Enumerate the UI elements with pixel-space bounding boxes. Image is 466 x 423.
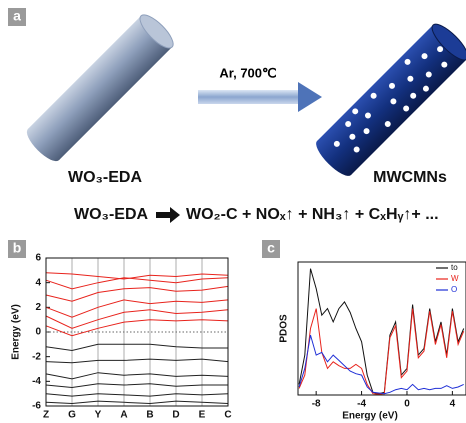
y-tick-label: -6 [32,401,41,412]
x-tick-label: C [224,410,231,421]
y-tick-label: 6 [35,253,41,264]
x-axis-label: Energy (eV) [342,411,398,422]
data-line [299,335,464,394]
equation-left: WO₃-EDA [74,206,149,223]
x-tick-label: 0 [404,399,410,410]
data-line [46,278,228,289]
y-tick-label: -2 [32,351,41,362]
panel-label: a [13,8,21,24]
precursor-tube [22,10,178,166]
x-tick-label: -8 [312,399,321,410]
panel-label: b [13,240,22,256]
data-line [46,310,228,329]
x-tick-label: -4 [357,399,366,410]
x-tick-label: B [146,410,153,421]
product-label: MWCMNs [373,169,447,186]
condition: Ar, 700℃ [219,65,276,80]
y-axis-label: PDOS [279,314,290,343]
plot-area [46,273,228,404]
data-line [46,384,228,388]
legend-label: O [451,285,457,294]
figure: a b c Ar, 700℃ WO₃-EDA MWCMNs WO₃-EDA WO… [0,0,466,423]
plot-area [299,269,464,395]
equation-arrow [156,207,180,223]
data-line [46,273,228,279]
y-tick-label: 4 [35,277,41,288]
product-tube [311,19,466,180]
legend-label: to [451,263,458,272]
x-tick-label: A [120,410,127,421]
panel-label: c [267,240,275,256]
precursor-label: WO₃-EDA [68,169,143,186]
data-line [46,344,228,350]
y-tick-label: -4 [32,376,41,387]
data-line [46,401,228,403]
y-tick-label: 2 [35,302,41,313]
data-line [46,300,228,317]
equation-right: WO₂-C + NOₓ↑ + NH₃↑ + CₓHᵧ↑+ ... [186,206,439,223]
reaction-arrow [198,82,322,112]
data-line [46,373,228,379]
plot-frame [298,262,466,395]
data-line [46,359,228,363]
x-tick-label: E [199,410,206,421]
x-tick-label: Y [95,410,102,421]
x-tick-label: D [172,410,179,421]
x-tick-label: Z [43,410,49,421]
y-axis-label: Energy (eV) [11,304,22,360]
x-tick-label: 4 [450,399,456,410]
data-line [299,309,464,395]
x-tick-label: G [68,410,76,421]
data-line [46,394,228,396]
y-tick-label: 0 [35,327,41,338]
legend-label: W [451,274,459,283]
